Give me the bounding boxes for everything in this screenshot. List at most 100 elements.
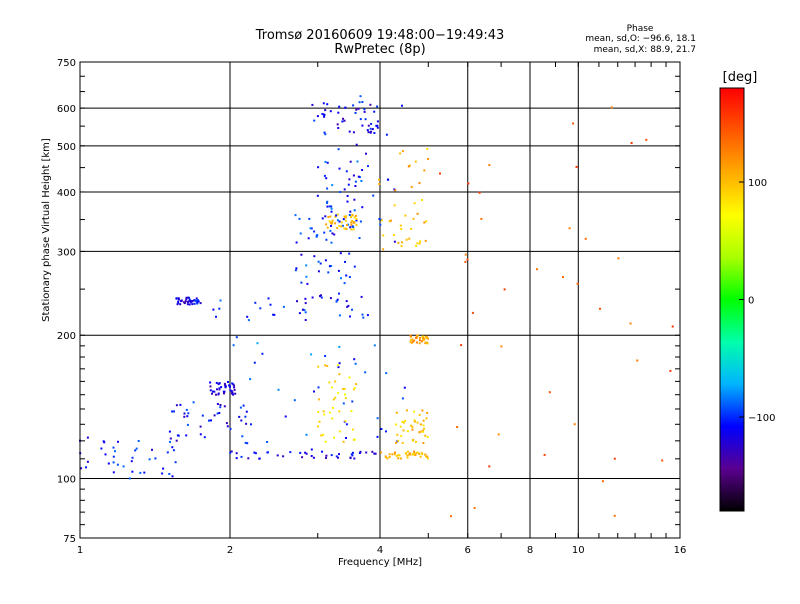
echo-point xyxy=(418,242,421,245)
echo-point xyxy=(410,424,413,427)
echo-point xyxy=(179,403,182,406)
echo-point xyxy=(330,207,333,210)
echo-point xyxy=(356,160,359,163)
echo-point xyxy=(413,450,416,453)
echo-point xyxy=(211,392,213,395)
echo-point xyxy=(376,105,379,108)
echo-point xyxy=(232,384,235,387)
echo-point xyxy=(353,216,356,219)
echo-point xyxy=(395,423,398,426)
x-tick-label: 4 xyxy=(377,545,383,556)
echo-point xyxy=(425,341,427,344)
echo-point xyxy=(321,113,324,115)
echo-point xyxy=(328,220,331,223)
echo-point xyxy=(112,471,115,474)
echo-point xyxy=(404,419,407,422)
echo-point xyxy=(300,253,303,256)
echo-point xyxy=(543,453,546,456)
echo-point xyxy=(354,180,357,183)
echo-point xyxy=(304,302,307,305)
chart-title: Tromsø 20160609 19:48:00−19:49:43 xyxy=(255,28,505,43)
echo-point xyxy=(189,299,192,302)
echo-point xyxy=(176,303,179,306)
echo-point xyxy=(220,386,223,389)
echo-point xyxy=(353,198,356,201)
echo-point xyxy=(313,119,316,122)
echo-point xyxy=(361,124,364,127)
echo-point xyxy=(373,132,376,134)
echo-point xyxy=(336,227,339,230)
echo-point xyxy=(362,316,365,319)
echo-point xyxy=(351,308,353,311)
echo-point xyxy=(301,456,304,459)
echo-point xyxy=(380,428,383,430)
echo-point xyxy=(174,461,177,464)
echo-point xyxy=(404,452,407,455)
echo-point xyxy=(168,430,171,433)
echo-point xyxy=(322,433,325,436)
echo-point xyxy=(408,237,411,240)
echo-point xyxy=(345,228,348,230)
echo-point xyxy=(370,130,373,133)
echo-point xyxy=(439,172,441,175)
echo-point xyxy=(422,424,425,427)
echo-point xyxy=(294,214,297,217)
echo-point xyxy=(317,425,319,428)
echo-point xyxy=(416,212,419,215)
echo-point xyxy=(171,475,174,478)
echo-point xyxy=(324,259,327,262)
echo-point xyxy=(426,148,429,150)
echo-point xyxy=(189,301,192,304)
echo-point xyxy=(418,339,421,342)
echo-point xyxy=(572,122,575,125)
echo-point xyxy=(345,437,347,439)
echo-point xyxy=(371,450,374,453)
echo-point xyxy=(406,430,409,433)
echo-point xyxy=(380,451,383,454)
x-tick-labels: 1 2 4 6 8 10 16 xyxy=(77,545,687,556)
echo-point xyxy=(316,115,319,118)
echo-point xyxy=(223,392,225,395)
echo-point xyxy=(350,410,353,413)
echo-point xyxy=(424,453,427,456)
echo-point xyxy=(348,214,351,216)
echo-point xyxy=(359,220,362,223)
echo-point xyxy=(305,264,308,267)
echo-point xyxy=(322,410,325,413)
echo-point xyxy=(122,465,125,468)
echo-point xyxy=(335,300,338,303)
echo-point xyxy=(183,412,186,415)
echo-point xyxy=(367,165,369,168)
echo-point xyxy=(318,398,321,401)
echo-point xyxy=(326,200,329,203)
echo-point xyxy=(425,220,428,223)
echo-point xyxy=(405,409,408,412)
echo-point xyxy=(669,369,672,372)
echo-point xyxy=(369,103,372,106)
echo-point xyxy=(412,217,415,220)
echo-point xyxy=(334,396,337,399)
echo-point xyxy=(411,428,414,431)
echo-point xyxy=(369,127,372,130)
echo-point xyxy=(191,300,194,302)
echo-point xyxy=(410,335,412,338)
echo-point xyxy=(345,300,348,303)
echo-point xyxy=(416,242,419,245)
echo-point xyxy=(85,466,87,469)
x-tick-label: 10 xyxy=(572,545,585,556)
echo-point xyxy=(378,218,381,220)
echo-point xyxy=(186,423,189,426)
echo-point xyxy=(366,314,369,317)
echo-point xyxy=(162,467,165,470)
echo-point xyxy=(478,191,481,194)
echo-point xyxy=(327,271,330,274)
echo-point xyxy=(353,457,356,460)
echo-point xyxy=(320,434,323,437)
echo-point xyxy=(396,433,399,436)
echo-point xyxy=(503,288,506,291)
echo-point xyxy=(409,340,412,343)
echo-point xyxy=(166,451,169,454)
echo-point xyxy=(613,514,616,517)
echo-point xyxy=(177,300,180,303)
echo-point xyxy=(407,165,410,168)
